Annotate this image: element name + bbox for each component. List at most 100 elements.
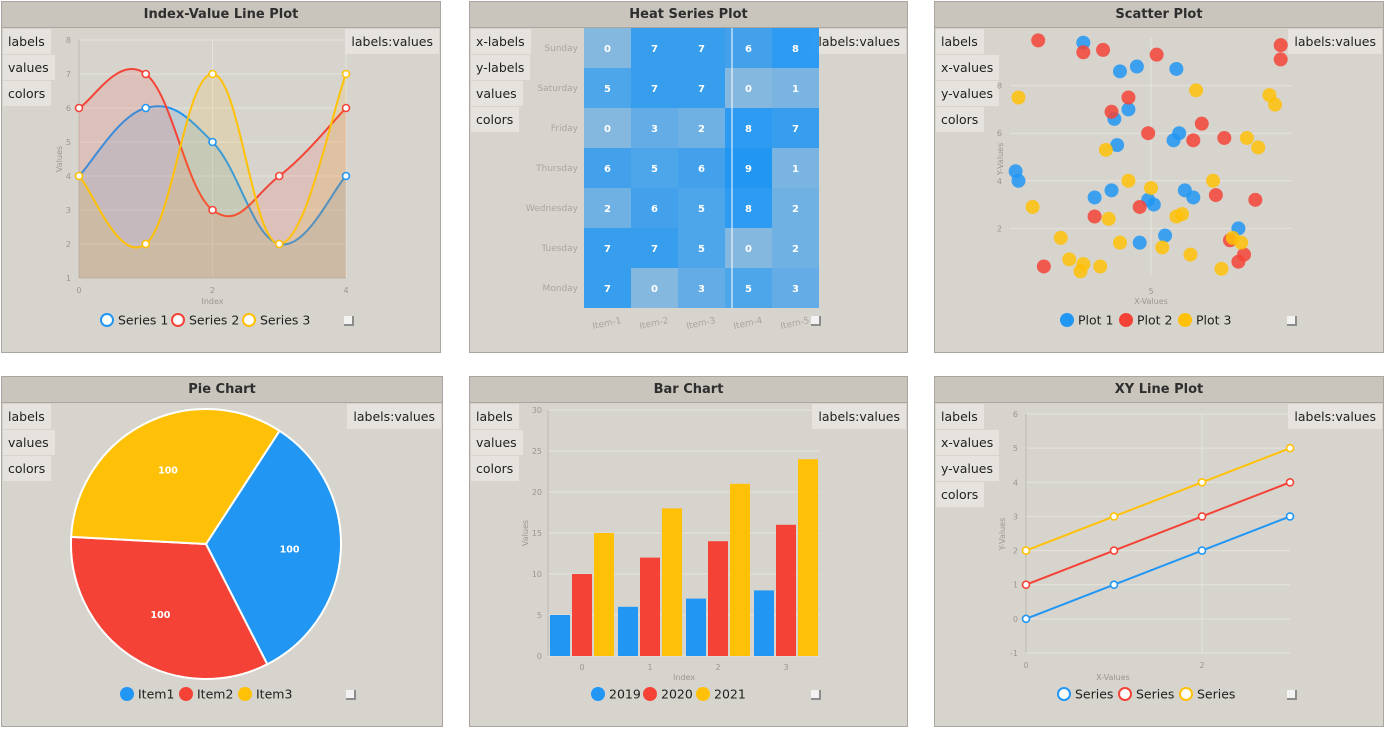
legend-marker-icon bbox=[591, 687, 605, 701]
bar bbox=[662, 508, 682, 656]
input-port-values[interactable]: values bbox=[3, 430, 55, 455]
y-tick-label: 7 bbox=[66, 70, 71, 79]
heatmap-cell-value: 8 bbox=[745, 124, 752, 135]
input-port-labels[interactable]: labels bbox=[3, 29, 51, 54]
heatmap-cell bbox=[772, 148, 819, 188]
heatmap-cell bbox=[725, 228, 772, 268]
heatmap-cell-value: 0 bbox=[651, 284, 658, 295]
data-point bbox=[1285, 477, 1295, 487]
node-title[interactable]: Bar Chart bbox=[470, 377, 907, 403]
heatmap-cell-value: 5 bbox=[698, 244, 705, 255]
heatmap-cell-value: 0 bbox=[745, 244, 752, 255]
y-axis-label: Y-Values bbox=[996, 143, 1005, 177]
resize-handle-icon[interactable] bbox=[1287, 316, 1297, 326]
data-point bbox=[208, 137, 217, 147]
output-port-labels-values[interactable]: labels:values bbox=[812, 404, 906, 429]
resize-handle-icon[interactable] bbox=[346, 690, 356, 700]
heatmap-cell bbox=[631, 268, 678, 308]
input-port-values[interactable]: values bbox=[471, 430, 523, 455]
legend-marker-icon bbox=[1057, 687, 1071, 701]
x-axis-label: X-Values bbox=[1134, 297, 1168, 306]
input-port-x-values[interactable]: x-values bbox=[936, 55, 1000, 80]
heatmap-cell-value: 8 bbox=[745, 204, 752, 215]
scatter-point bbox=[1110, 138, 1125, 153]
heatmap-cell bbox=[584, 148, 631, 188]
node-title[interactable]: Scatter Plot bbox=[935, 2, 1383, 28]
x-tick-label: 0 bbox=[1023, 661, 1028, 670]
input-port-colors[interactable]: colors bbox=[3, 81, 52, 106]
node-xy-line-plot[interactable]: XY Line Plot labels x-values y-values co… bbox=[934, 376, 1384, 727]
scatter-point bbox=[1031, 33, 1046, 48]
input-port-y-labels[interactable]: y-labels bbox=[471, 55, 531, 80]
y-tick-label: 5 bbox=[1013, 444, 1018, 453]
heatmap-cell-value: 7 bbox=[651, 44, 658, 55]
resize-handle-icon[interactable] bbox=[1287, 690, 1297, 700]
resize-handle-icon[interactable] bbox=[344, 316, 354, 326]
data-point bbox=[274, 171, 284, 181]
resize-handle-icon[interactable] bbox=[811, 690, 821, 700]
data-point bbox=[341, 171, 351, 181]
input-port-labels[interactable]: labels bbox=[936, 404, 984, 429]
input-port-x-labels[interactable]: x-labels bbox=[471, 29, 531, 54]
node-heat-series-plot[interactable]: Heat Series Plot x-labels y-labels value… bbox=[469, 1, 908, 353]
y-tick-label: 8 bbox=[997, 82, 1002, 91]
input-port-colors[interactable]: colors bbox=[471, 456, 520, 481]
scatter-point bbox=[1112, 235, 1127, 250]
node-title[interactable]: XY Line Plot bbox=[935, 377, 1383, 403]
legend-marker-icon bbox=[1118, 687, 1132, 701]
legend-label: Plot 3 bbox=[1196, 313, 1232, 328]
y-tick-label: 6 bbox=[1013, 410, 1018, 419]
input-port-values[interactable]: values bbox=[3, 55, 55, 80]
input-port-colors[interactable]: colors bbox=[936, 482, 985, 507]
node-pie-chart[interactable]: Pie Chart labels values colors labels:va… bbox=[1, 376, 443, 727]
node-title[interactable]: Pie Chart bbox=[2, 377, 442, 403]
input-port-y-values[interactable]: y-values bbox=[936, 456, 1000, 481]
x-tick-label: 0 bbox=[76, 286, 81, 295]
data-point bbox=[1285, 443, 1295, 453]
heatmap-cell-value: 3 bbox=[651, 124, 658, 135]
bar-chart: 0 5 10 15 20 25 30 0 1 2 3 Index Values 2019 2020 2021 bbox=[521, 406, 820, 702]
output-port-labels-values[interactable]: labels:values bbox=[345, 29, 439, 54]
heatmap-cell bbox=[678, 268, 725, 308]
heatmap-cell-value: 1 bbox=[792, 164, 799, 175]
node-title[interactable]: Heat Series Plot bbox=[470, 2, 907, 28]
data-point bbox=[1021, 614, 1031, 624]
heatmap-cell-value: 2 bbox=[792, 244, 799, 255]
legend-label: Plot 1 bbox=[1078, 313, 1114, 328]
y-tick-label: 0 bbox=[537, 652, 542, 661]
scatter-point bbox=[1121, 102, 1136, 117]
bar bbox=[550, 615, 570, 656]
input-port-colors[interactable]: colors bbox=[3, 456, 52, 481]
node-title[interactable]: Index-Value Line Plot bbox=[2, 2, 440, 28]
heatmap-cell-value: 7 bbox=[651, 244, 658, 255]
output-port-labels-values[interactable]: labels:values bbox=[812, 29, 906, 54]
input-port-values[interactable]: values bbox=[471, 81, 523, 106]
heatmap-cell-value: 6 bbox=[651, 204, 658, 215]
node-line-plot[interactable]: Index-Value Line Plot labels values colo… bbox=[1, 1, 441, 353]
output-port-labels-values[interactable]: labels:values bbox=[347, 404, 441, 429]
legend-label: Series bbox=[1075, 687, 1113, 702]
scatter-point bbox=[1169, 61, 1184, 76]
output-port-labels-values[interactable]: labels:values bbox=[1288, 404, 1382, 429]
input-port-labels[interactable]: labels bbox=[3, 404, 51, 429]
heatmap-cell bbox=[631, 228, 678, 268]
y-tick-label: 6 bbox=[66, 104, 71, 113]
legend-marker-icon bbox=[1179, 687, 1193, 701]
heatmap-cell-value: 8 bbox=[792, 44, 799, 55]
bar bbox=[618, 606, 638, 656]
input-port-colors[interactable]: colors bbox=[471, 107, 520, 132]
input-port-colors[interactable]: colors bbox=[936, 107, 985, 132]
node-bar-chart[interactable]: Bar Chart labels values colors labels:va… bbox=[469, 376, 908, 727]
heatmap-cell bbox=[678, 108, 725, 148]
resize-handle-icon[interactable] bbox=[811, 316, 821, 326]
y-category-label: Wednesday bbox=[526, 204, 579, 214]
input-port-y-values[interactable]: y-values bbox=[936, 81, 1000, 106]
scatter-point bbox=[1239, 130, 1254, 145]
output-port-labels-values[interactable]: labels:values bbox=[1288, 29, 1382, 54]
input-port-labels[interactable]: labels bbox=[936, 29, 984, 54]
y-axis-label: Y-Values bbox=[998, 518, 1007, 552]
y-tick-label: 2 bbox=[1013, 547, 1018, 556]
node-scatter-plot[interactable]: Scatter Plot labels x-values y-values co… bbox=[934, 1, 1384, 353]
input-port-x-values[interactable]: x-values bbox=[936, 430, 1000, 455]
input-port-labels[interactable]: labels bbox=[471, 404, 519, 429]
